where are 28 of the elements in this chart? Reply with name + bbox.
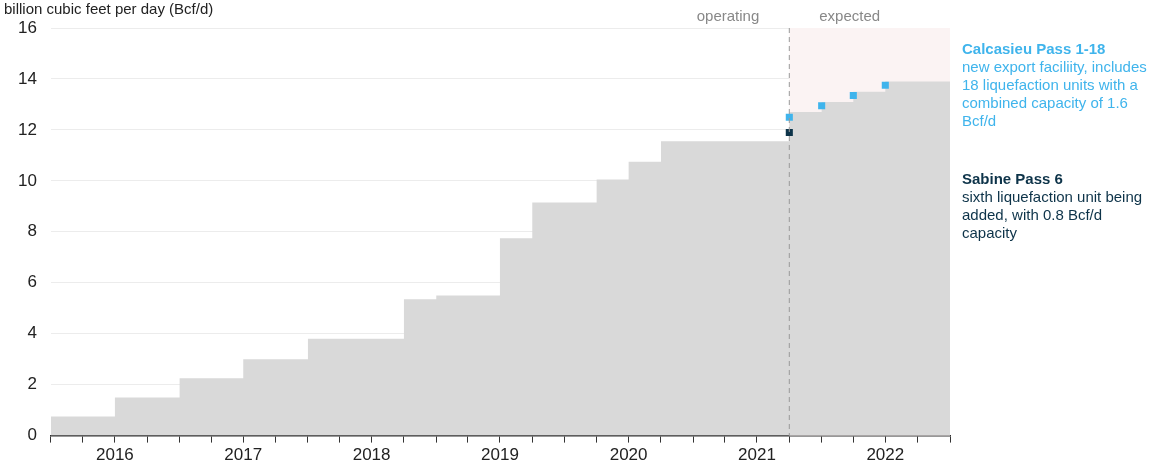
point — [785, 128, 793, 136]
y-tick-label: 2 — [27, 374, 37, 394]
x-tick-label: 2017 — [224, 445, 263, 465]
y-tick-label: 8 — [27, 221, 37, 241]
point — [818, 102, 826, 110]
text: sixth liquefaction unit being added, with 0.8 Bcf/d capacity — [962, 188, 1144, 242]
x-tick-label: 2021 — [738, 445, 776, 465]
x-tick-label: 2019 — [481, 445, 519, 465]
text: new export faciliity, includes 18 liquefaction units with a combined capacity of 1.6 Bcf/d — [962, 58, 1148, 130]
text: Sabine Pass 6 — [962, 170, 1064, 188]
x-tick-label: 2016 — [95, 445, 134, 465]
y-tick-label: 0 — [27, 425, 37, 445]
point — [881, 81, 889, 89]
point — [785, 113, 793, 121]
y-tick-label: 6 — [27, 272, 37, 292]
ref-line-label: operating — [696, 6, 760, 24]
point — [849, 91, 857, 100]
y-tick-label: 16 — [17, 17, 37, 37]
x-tick-label: 2020 — [609, 445, 648, 465]
band-label: expected — [819, 6, 881, 24]
y-axis-title: billion cubic feet per day (Bcf/d) — [4, 0, 214, 17]
x-tick-label: 2018 — [352, 445, 391, 465]
y-tick-label: 10 — [17, 170, 37, 190]
y-tick-label: 12 — [17, 119, 37, 139]
y-tick-label: 4 — [27, 323, 37, 343]
text: Calcasieu Pass 1-18 — [962, 40, 1107, 58]
y-tick-label: 14 — [17, 68, 37, 88]
x-tick-label: 2022 — [866, 445, 905, 465]
